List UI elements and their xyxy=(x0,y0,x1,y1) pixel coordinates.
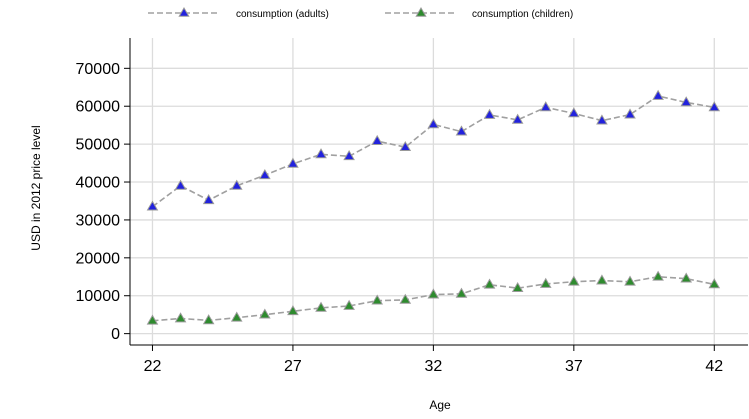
x-axis-title: Age xyxy=(429,398,451,412)
y-tick-label: 40000 xyxy=(76,175,121,192)
data-point-2 xyxy=(483,278,496,289)
data-point-2 xyxy=(652,270,664,281)
y-tick-label: 10000 xyxy=(76,288,121,305)
legend-marker-2 xyxy=(415,6,427,17)
data-point-2 xyxy=(259,308,271,319)
y-tick-label: 30000 xyxy=(76,212,121,229)
data-point-1 xyxy=(315,148,327,159)
data-point-1 xyxy=(539,101,552,112)
legend-label-2: consumption (children) xyxy=(472,9,573,20)
data-point-1 xyxy=(483,108,496,119)
data-point-2 xyxy=(624,275,636,286)
data-point-2 xyxy=(455,287,468,298)
x-tick-label: 22 xyxy=(144,358,162,375)
data-point-1 xyxy=(680,96,693,107)
y-tick-label: 70000 xyxy=(76,61,121,78)
data-point-2 xyxy=(427,288,440,299)
data-point-1 xyxy=(568,107,580,118)
data-point-1 xyxy=(708,101,721,112)
data-point-2 xyxy=(596,274,608,285)
tick-labels: 0 10000 20000 30000 40000 50000 60000 70000 22 27… xyxy=(76,61,724,375)
data-point-1 xyxy=(511,113,524,124)
y-tick-label: 50000 xyxy=(76,137,121,154)
y-tick-label: 60000 xyxy=(76,99,121,116)
data-point-1 xyxy=(230,179,243,190)
series-line-1 xyxy=(151,95,715,208)
data-point-2 xyxy=(680,272,693,283)
x-tick-label: 37 xyxy=(565,358,583,375)
data-point-2 xyxy=(202,314,215,325)
data-point-2 xyxy=(287,305,299,316)
data-point-2 xyxy=(708,278,721,289)
data-point-1 xyxy=(399,140,412,152)
plot-area xyxy=(146,89,721,325)
data-point-2 xyxy=(315,301,327,312)
y-tick-label: 0 xyxy=(111,326,120,343)
data-point-1 xyxy=(652,89,664,100)
data-point-2 xyxy=(230,311,243,322)
data-point-1 xyxy=(624,108,636,119)
axes xyxy=(124,38,748,351)
data-point-1 xyxy=(259,169,271,180)
data-point-1 xyxy=(455,125,468,136)
data-point-1 xyxy=(146,200,159,211)
y-axis-title: USD in 2012 price level xyxy=(29,125,43,250)
data-point-2 xyxy=(511,281,524,293)
data-point-2 xyxy=(174,312,187,323)
legend: consumption (adults) consumption (childre… xyxy=(148,6,573,20)
data-point-2 xyxy=(343,299,355,310)
x-tick-label: 27 xyxy=(284,358,302,375)
x-tick-label: 32 xyxy=(424,358,442,375)
data-point-1 xyxy=(596,114,608,125)
y-tick-label: 20000 xyxy=(76,250,121,267)
data-point-2 xyxy=(399,293,412,304)
data-point-1 xyxy=(174,179,187,190)
data-point-1 xyxy=(343,150,355,161)
data-point-1 xyxy=(202,194,215,205)
data-point-2 xyxy=(568,275,580,286)
x-tick-label: 42 xyxy=(705,358,723,375)
legend-label-1: consumption (adults) xyxy=(236,9,329,20)
data-point-1 xyxy=(287,157,299,168)
data-point-2 xyxy=(539,277,552,288)
data-point-1 xyxy=(427,118,440,129)
data-point-2 xyxy=(146,314,159,325)
data-point-1 xyxy=(371,134,384,145)
legend-marker-1 xyxy=(178,6,190,17)
data-point-2 xyxy=(371,294,384,305)
